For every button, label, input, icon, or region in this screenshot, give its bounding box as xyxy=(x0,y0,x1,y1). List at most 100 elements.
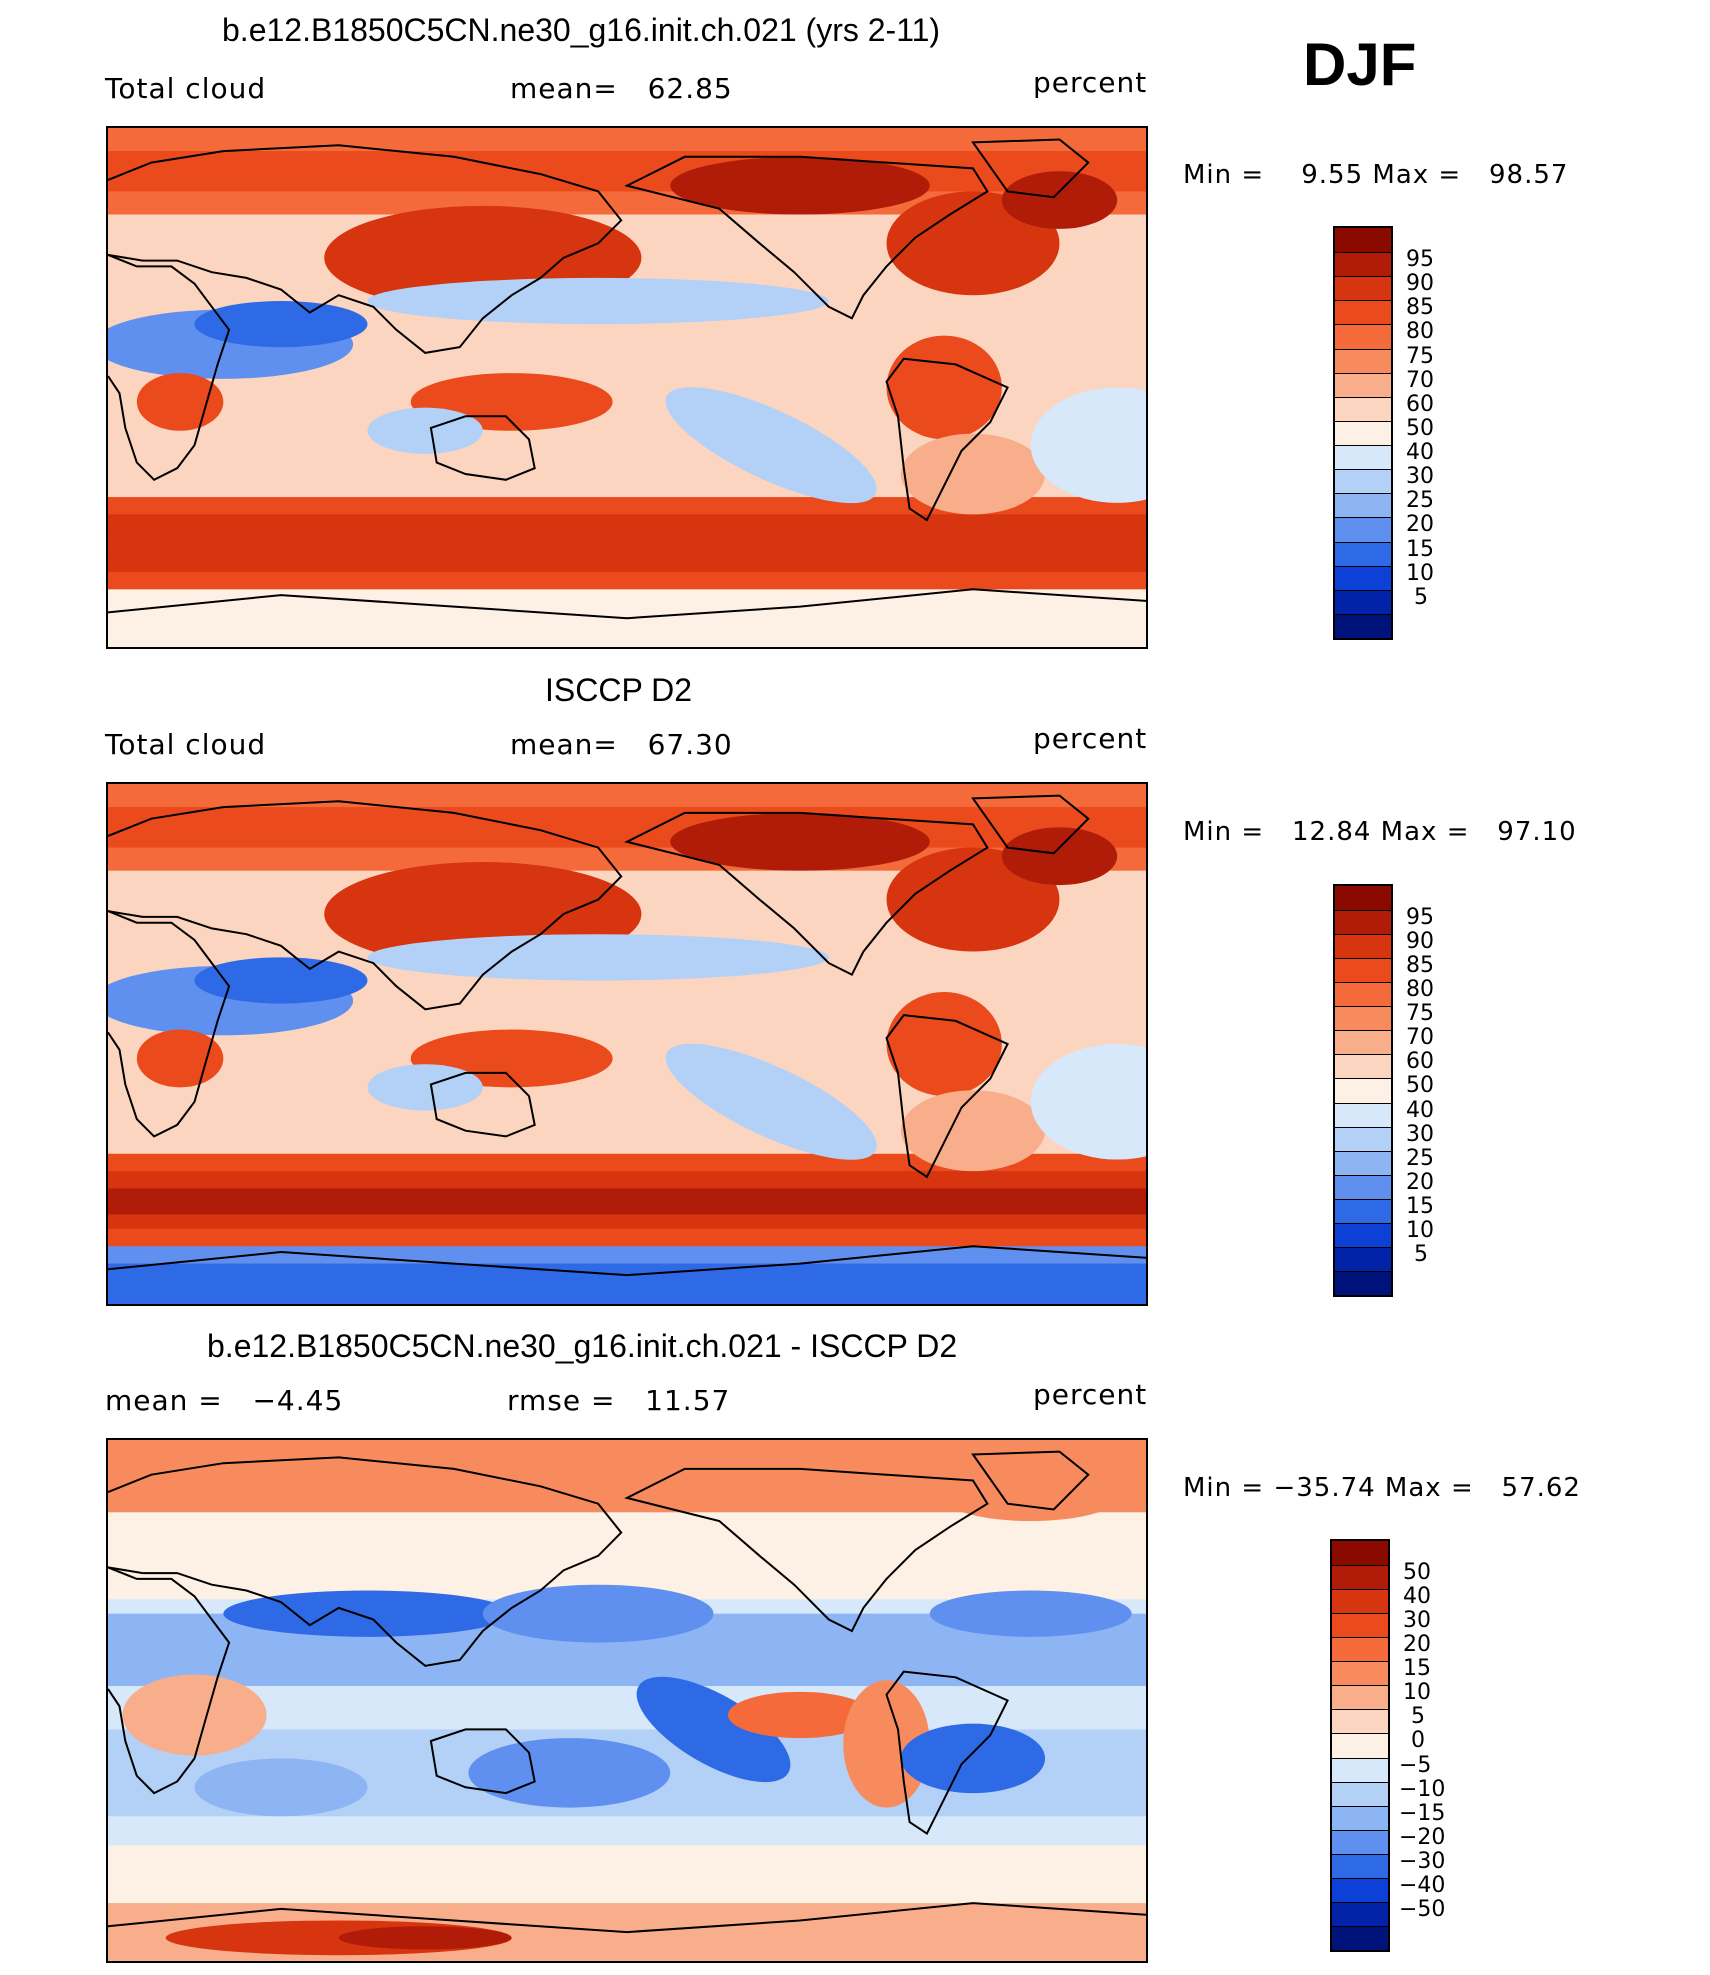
panel3-map-svg xyxy=(108,1440,1146,1961)
colorbar-label: 95 xyxy=(1406,247,1434,273)
coastline xyxy=(971,1450,1090,1511)
field-blob xyxy=(338,1926,512,1950)
coastline xyxy=(429,415,536,481)
colorbar-box xyxy=(1335,910,1391,935)
panel3-mean: mean = −4.45 xyxy=(105,1384,344,1417)
colorbar-label: 20 xyxy=(1406,512,1434,538)
field-blob xyxy=(482,1584,714,1643)
colorbar-box xyxy=(1335,1102,1391,1127)
colorbar-label: 50 xyxy=(1406,415,1434,441)
field-blob xyxy=(670,812,930,871)
colorbar-box xyxy=(1332,1925,1388,1950)
coastline-layer xyxy=(108,1450,1146,1934)
colorbar-box xyxy=(1332,1757,1388,1782)
colorbar-label: 15 xyxy=(1406,1193,1434,1219)
colorbar-label: 30 xyxy=(1406,464,1434,490)
colorbar-box xyxy=(1335,1126,1391,1151)
field-blob xyxy=(900,1090,1046,1172)
panel2-minmax: Min = 12.84 Max = 97.10 xyxy=(1183,817,1577,847)
colorbar-label: 0 xyxy=(1411,1728,1425,1754)
colorbar-box xyxy=(1332,1709,1388,1734)
panel3-colorbar xyxy=(1330,1539,1390,1952)
colorbar-label: 25 xyxy=(1406,488,1434,514)
colorbar-label: 10 xyxy=(1406,560,1434,586)
colorbar-box xyxy=(1335,372,1391,397)
colorbar-label: 85 xyxy=(1406,953,1434,979)
field-blob xyxy=(1001,827,1118,886)
field-blob xyxy=(670,156,930,215)
colorbar-label: 85 xyxy=(1406,295,1434,321)
colorbar-box xyxy=(1335,958,1391,983)
coastline xyxy=(108,800,623,1011)
field-blob xyxy=(194,301,368,348)
colorbar-label: 20 xyxy=(1403,1632,1431,1658)
panel1-minmax: Min = 9.55 Max = 98.57 xyxy=(1183,160,1569,190)
colorbar-box xyxy=(1332,1637,1388,1662)
panel1-units: percent xyxy=(1033,66,1148,99)
panel2-variable: Total cloud xyxy=(105,728,267,761)
colorbar-label: 40 xyxy=(1406,1097,1434,1123)
field-band xyxy=(108,1512,1146,1600)
colorbar-box xyxy=(1335,1030,1391,1055)
colorbar-label: 90 xyxy=(1406,271,1434,297)
coastline xyxy=(429,1071,536,1138)
panel1-colorbar xyxy=(1333,226,1393,640)
field-blob xyxy=(194,957,368,1004)
colorbar-label: 90 xyxy=(1406,929,1434,955)
panel3-map xyxy=(106,1438,1148,1963)
coastline-layer xyxy=(108,138,1146,620)
coastline xyxy=(971,138,1090,199)
panel2-map xyxy=(106,782,1148,1306)
coastline xyxy=(108,253,231,482)
field-blob xyxy=(929,1590,1132,1637)
colorbar-label: 50 xyxy=(1406,1073,1434,1099)
coastline-layer xyxy=(108,794,1146,1277)
coastline xyxy=(108,910,231,1138)
colorbar-label: −20 xyxy=(1399,1824,1446,1850)
field-band xyxy=(108,1263,1146,1304)
coastline xyxy=(108,1902,1146,1934)
colorbar-box xyxy=(1332,1805,1388,1830)
colorbar-box xyxy=(1332,1589,1388,1614)
panel1-map xyxy=(106,126,1148,649)
colorbar-box xyxy=(1332,1685,1388,1710)
field-blob xyxy=(367,407,483,454)
colorbar-label: −50 xyxy=(1399,1896,1446,1922)
colorbar-box xyxy=(1335,589,1391,614)
field-blob xyxy=(1001,171,1118,229)
panel1-variable: Total cloud xyxy=(105,72,267,105)
field-blob xyxy=(122,1674,267,1756)
panel3-rmse: rmse = 11.57 xyxy=(507,1384,731,1417)
coastline xyxy=(108,588,1146,620)
colorbar-box xyxy=(1335,982,1391,1007)
colorbar-box xyxy=(1335,541,1391,566)
coastline xyxy=(624,811,989,977)
colorbar-label: 60 xyxy=(1406,1049,1434,1075)
colorbar-label: 70 xyxy=(1406,367,1434,393)
panel3-title: b.e12.B1850C5CN.ne30_g16.init.ch.021 - I… xyxy=(207,1328,958,1364)
colorbar-box xyxy=(1335,934,1391,959)
colorbar-label: 30 xyxy=(1403,1608,1431,1634)
colorbar-label: 10 xyxy=(1403,1680,1431,1706)
field-blob xyxy=(367,1064,483,1111)
field-band xyxy=(108,531,1146,558)
colorbar-label: 5 xyxy=(1411,1704,1425,1730)
field-blob xyxy=(900,433,1046,515)
panel2-colorbar xyxy=(1333,884,1393,1297)
panel2-title: ISCCP D2 xyxy=(545,672,693,708)
colorbar-label: 50 xyxy=(1403,1560,1431,1586)
colorbar-box xyxy=(1335,1270,1391,1295)
colorbar-label: 30 xyxy=(1406,1121,1434,1147)
field-band xyxy=(108,1845,1146,1904)
colorbar-label: 5 xyxy=(1414,1241,1428,1267)
colorbar-label: 75 xyxy=(1406,1001,1434,1027)
coastline xyxy=(885,357,1009,522)
colorbar-box xyxy=(1335,1222,1391,1247)
colorbar-label: −30 xyxy=(1399,1848,1446,1874)
coastline xyxy=(971,794,1090,855)
colorbar-label: 25 xyxy=(1406,1145,1434,1171)
colorbar-box xyxy=(1332,1781,1388,1806)
panel3-units: percent xyxy=(1033,1378,1148,1411)
colorbar-label: 40 xyxy=(1406,440,1434,466)
coastline xyxy=(429,1728,536,1795)
